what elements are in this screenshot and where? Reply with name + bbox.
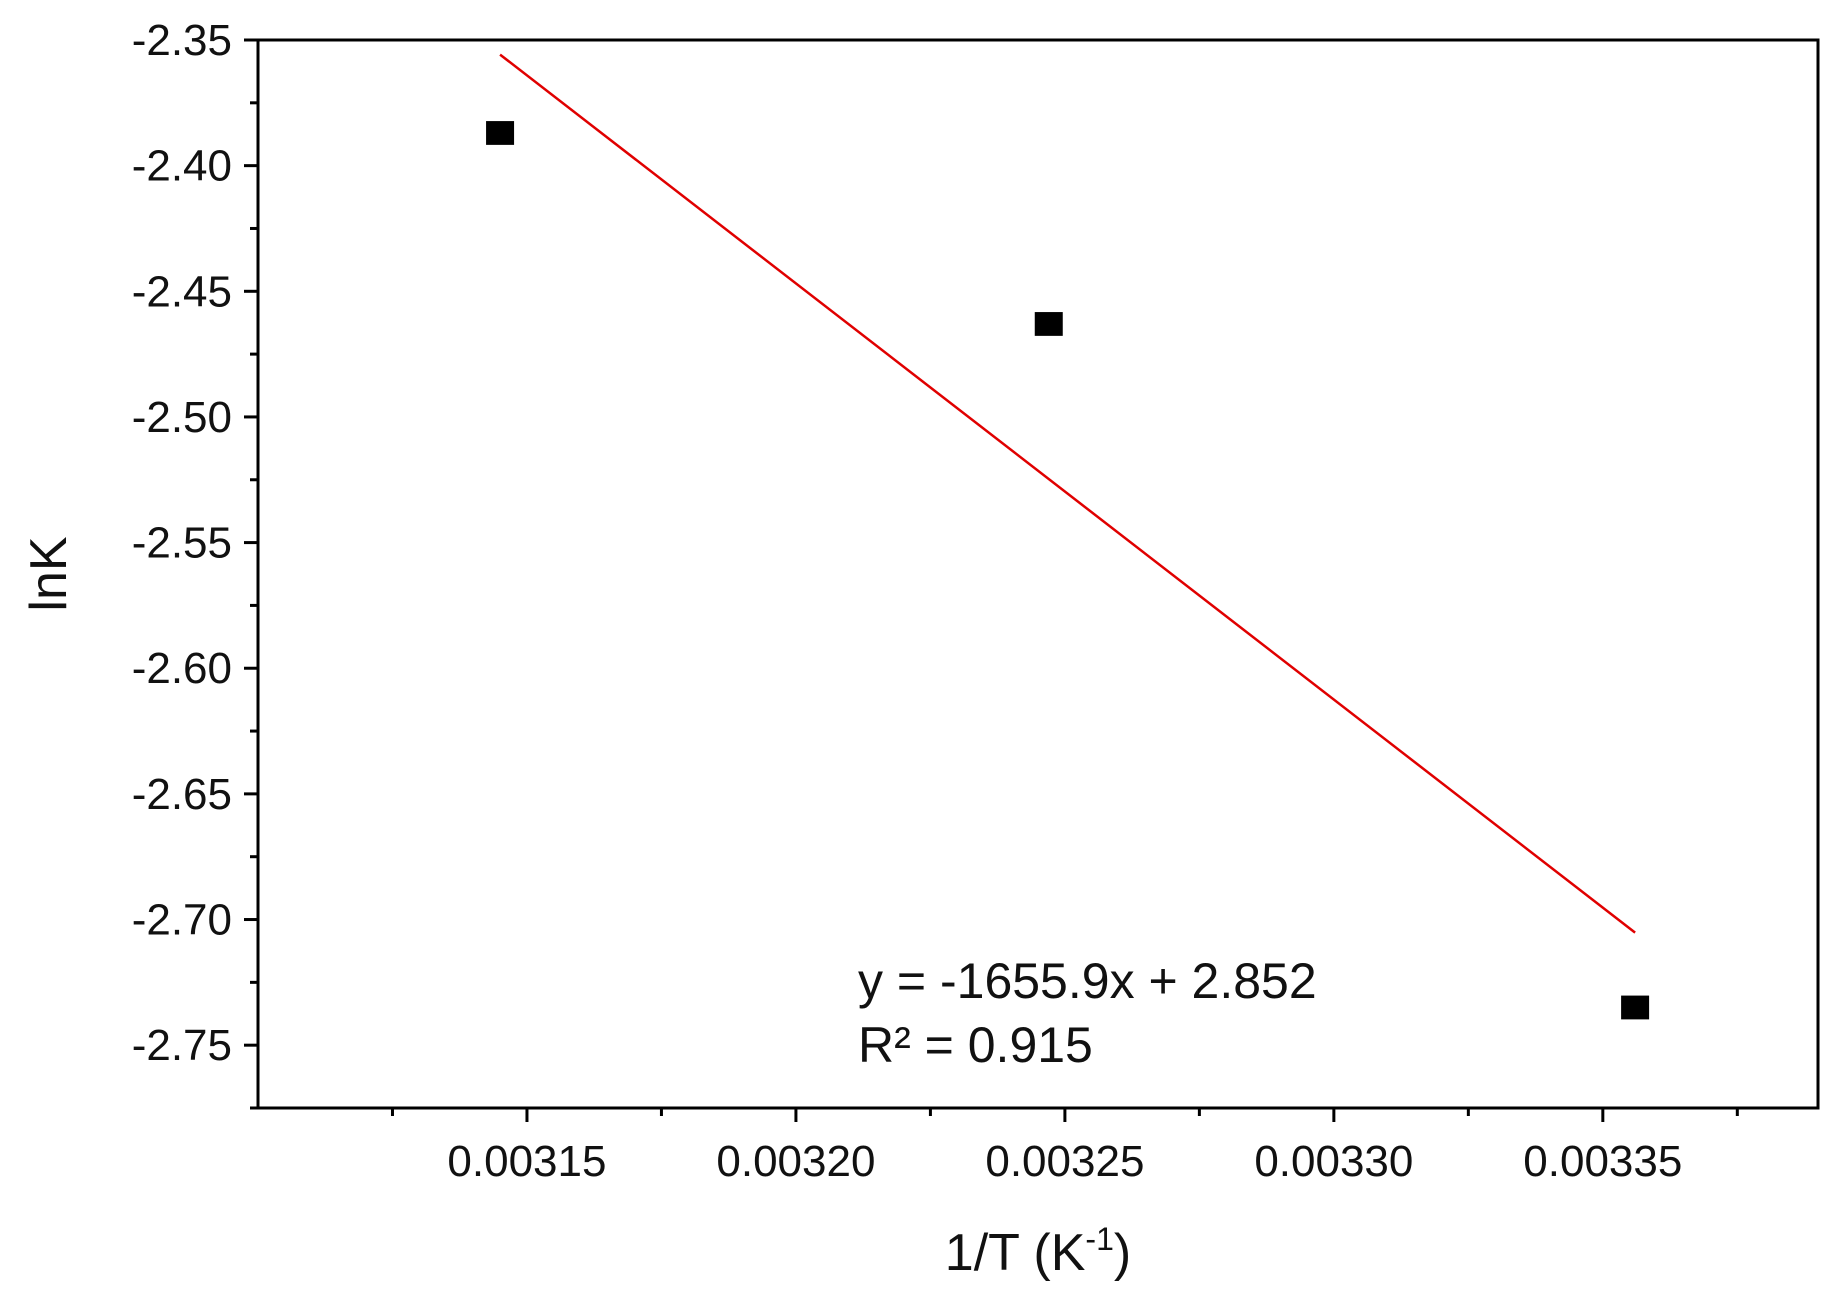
axes	[244, 38, 1820, 1122]
x-tick-label: 0.00315	[447, 1137, 606, 1186]
y-tick-label: -2.50	[132, 393, 232, 442]
x-tick-label: 0.00325	[985, 1137, 1144, 1186]
y-tick-label: -2.40	[132, 142, 232, 191]
x-tick-label: 0.00330	[1254, 1137, 1413, 1186]
y-tick-label: -2.55	[132, 519, 232, 568]
x-axis-title-suffix: )	[1114, 1224, 1131, 1282]
y-tick-label: -2.60	[132, 644, 232, 693]
data-point	[486, 121, 515, 145]
y-tick-label: -2.45	[132, 267, 232, 316]
y-tick-label: -2.65	[132, 770, 232, 819]
y-tick-label: -2.35	[132, 16, 232, 65]
x-axis-title-text: 1/T (K	[945, 1224, 1086, 1282]
equation-label: y = -1655.9x + 2.852	[858, 953, 1317, 1009]
plot-frame	[256, 38, 1820, 1110]
x-tick-label: 0.00335	[1523, 1137, 1682, 1186]
data-points	[486, 121, 1650, 1020]
x-axis-title-superscript: -1	[1085, 1221, 1113, 1257]
r-squared-label: R² = 0.915	[858, 1017, 1093, 1073]
y-tick-label: -2.70	[132, 896, 232, 945]
data-point	[1034, 312, 1063, 336]
labels: 0.00315 0.00320 0.00325 0.00330 0.00335 -2.35…	[20, 16, 1682, 1282]
data-point	[1621, 995, 1650, 1020]
y-tick-label: -2.75	[132, 1021, 232, 1070]
fit-line	[499, 53, 1636, 934]
y-axis-title: lnK	[20, 536, 78, 611]
x-axis-title: 1/T (K-1)	[945, 1221, 1131, 1282]
x-tick-label: 0.00320	[716, 1137, 875, 1186]
fit-line-group	[499, 53, 1636, 934]
